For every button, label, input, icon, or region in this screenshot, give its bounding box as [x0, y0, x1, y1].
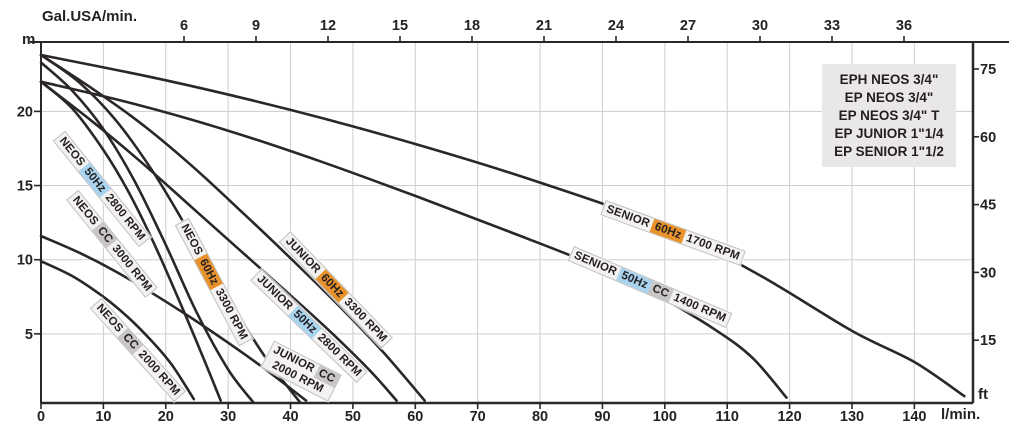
top-tick-label: 33 [824, 18, 840, 34]
top-tick-label: 36 [896, 18, 912, 34]
legend-item: EP NEOS 3/4" [844, 90, 934, 105]
top-tick-label: 21 [536, 18, 552, 34]
legend-item: EP SENIOR 1"1/2 [834, 144, 944, 159]
curve-neos-cc-3000-rpm [39, 61, 255, 404]
bottom-tick-label: 10 [95, 409, 111, 425]
left-tick-label: 10 [17, 253, 33, 269]
legend-item: EP NEOS 3/4" T [838, 108, 940, 123]
curve-junior-60hz-3300-rpm [39, 53, 426, 402]
left-tick-label: 5 [25, 327, 33, 343]
bottom-tick-label: 0 [37, 409, 45, 425]
curve-senior-50hz-cc-1400-rpm [39, 80, 788, 399]
left-tick-label: 15 [17, 179, 33, 195]
top-tick-label: 18 [464, 18, 480, 34]
top-tick-label: 15 [392, 18, 408, 34]
top-tick-label: 9 [252, 18, 260, 34]
right-tick-label: 75 [980, 62, 996, 78]
bottom-tick-label: 60 [407, 409, 423, 425]
bottom-tick-label: 50 [345, 409, 361, 425]
bottom-tick-label: 30 [220, 409, 236, 425]
curve-junior-50hz-2800-rpm [39, 80, 398, 402]
top-axis-unit-label: Gal.USA/min. [42, 8, 138, 25]
bottom-tick-label: 120 [777, 409, 801, 425]
right-tick-label: 45 [980, 198, 996, 214]
top-tick-label: 12 [320, 18, 336, 34]
curve-senior-60hz-1700-rpm [39, 53, 966, 398]
bottom-tick-label: 130 [840, 409, 864, 425]
bottom-tick-label: 70 [470, 409, 486, 425]
legend-item: EPH NEOS 3/4" [839, 72, 939, 87]
top-tick-label: 24 [608, 18, 624, 34]
curve-neos-60hz-3300-rpm [39, 53, 302, 404]
right-tick-label: 15 [980, 333, 996, 349]
pump-models-legend: EPH NEOS 3/4" EP NEOS 3/4" EP NEOS 3/4" … [822, 64, 956, 167]
bottom-tick-label: 20 [158, 409, 174, 425]
bottom-tick-label: 140 [902, 409, 926, 425]
bottom-tick-label: 40 [282, 409, 298, 425]
bottom-tick-label: 80 [532, 409, 548, 425]
top-tick-label: 6 [180, 18, 188, 34]
bottom-tick-label: 90 [594, 409, 610, 425]
top-tick-label: 27 [680, 18, 696, 34]
curve-neos-cc-2000-rpm [39, 259, 196, 401]
bottom-tick-label: 110 [716, 409, 739, 425]
left-axis-unit-label: m [22, 31, 36, 48]
right-axis-unit-label: ft [978, 386, 988, 403]
top-tick-label: 30 [752, 18, 768, 34]
legend-item: EP JUNIOR 1"1/4 [834, 126, 944, 141]
left-tick-label: 20 [17, 104, 33, 120]
bottom-tick-label: 100 [653, 409, 677, 425]
right-tick-label: 30 [980, 265, 996, 281]
bottom-axis-unit-label: l/min. [941, 406, 981, 423]
right-tick-label: 60 [980, 130, 996, 146]
curve-neos-50hz-2800-rpm [39, 80, 222, 402]
